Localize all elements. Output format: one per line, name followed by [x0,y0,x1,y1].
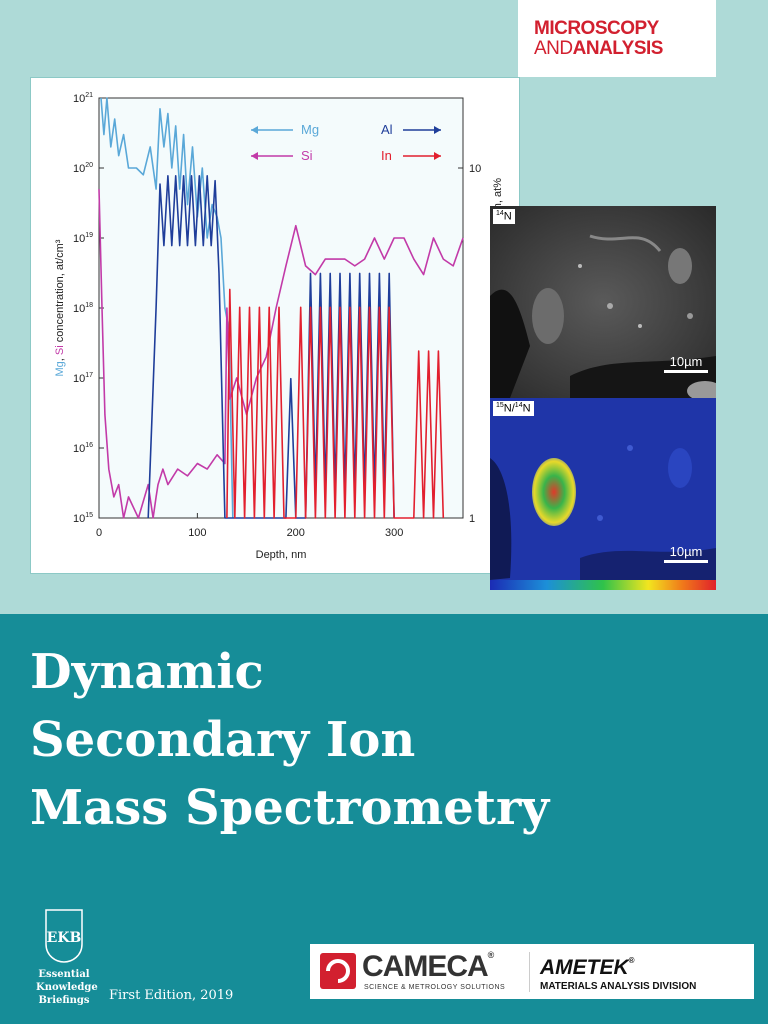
scale-bar-2: 10µm [664,544,708,563]
legend-label-si: Si [301,148,313,163]
title-line-2: Secondary Ion [30,712,416,768]
micrograph-14n-label: 14N [493,209,515,224]
depth-profile-chart: 1021 1020 1019 1018 1017 1016 1015 10 1 0 100 200 30… [30,77,520,574]
x-tick-label: 300 [385,527,403,539]
iso-number-2: 14 [514,402,523,409]
ekb-line-3: Briefings [38,995,90,1006]
x-tick-label: 100 [188,527,206,539]
y-tick-label-right: 10 [469,163,481,175]
edition-text: First Edition, 2019 [109,988,234,1003]
magazine-logo: MICROSCOPY ANDANALYSIS [518,0,716,77]
ametek-reg: ® [628,956,635,965]
legend-arrowhead [251,126,258,134]
sponsor-divider [529,952,530,992]
x-tick-label: 200 [287,527,305,539]
title-line-1: Dynamic [30,644,264,700]
scale-bar-line [664,370,708,373]
cameca-wordmark: CAMECA® [362,950,495,984]
legend-label-in: In [381,148,392,163]
element-symbol-2: N [522,402,531,415]
element-symbol-1: N/ [503,402,515,415]
series-si-line [98,189,464,519]
logo-microscopy: MICROSCOPY [534,17,659,39]
scale-text: 10µm [669,544,703,559]
x-tick-label: 0 [96,527,102,539]
title-line-3: Mass Spectrometry [30,780,550,836]
scale-bar-line [664,560,708,563]
element-symbol: N [503,210,512,223]
ametek-wordmark: AMETEK® [540,956,635,980]
ametek-division: MATERIALS ANALYSIS DIVISION [540,981,697,992]
micrograph-14n: 14N 10µm [490,206,716,398]
series-in-line [226,288,445,519]
ekb-series-logo: EKB Essential Knowledge Briefings [36,908,98,1007]
micrograph-ratio-label: 15N/14N [493,401,534,416]
logo-and-analysis: ANDANALYSIS [534,37,716,59]
cameca-name: CAMECA [362,950,489,983]
y-tick-label-left: 1021 [73,92,93,105]
legend-arrowhead [251,152,258,160]
logo-and: AND [534,37,573,59]
micrograph-ratio-image [490,398,716,590]
micrograph-14n-image [490,206,716,398]
iso-number-1: 15 [496,402,504,409]
y-tick-label-right: 1 [469,513,475,525]
cameca-reg: ® [487,950,495,960]
ekb-line-1: Essential [38,969,90,980]
y-tick-label-left: 1016 [73,442,93,455]
y-tick-label-left: 1017 [73,372,93,385]
iso-number: 14 [496,210,504,217]
legend-arrowhead [434,152,441,160]
y-tick-label-left: 1018 [73,302,93,315]
plot-area [98,97,464,519]
cameca-tagline: SCIENCE & METROLOGY SOLUTIONS [364,984,506,991]
logo-analysis: ANALYSIS [572,37,664,59]
micrograph-15n-14n: 15N/14N 10µm [490,398,716,590]
y-axis-label-left: Mg, Si concentration, at/cm³ [54,239,66,376]
y-tick-label-left: 1019 [73,232,93,245]
legend-label-al: Al [381,122,393,137]
ekb-line-2: Knowledge [36,982,98,993]
ekb-emblem-icon: EKB [45,909,83,963]
scale-text: 10µm [669,354,703,369]
ekb-mark: EKB [47,930,82,946]
scale-bar-1: 10µm [664,354,708,373]
x-axis-label: Depth, nm [256,549,307,561]
legend-arrowhead [434,126,441,134]
sponsor-banner: CAMECA® SCIENCE & METROLOGY SOLUTIONS AM… [310,944,754,999]
legend-label-mg: Mg [301,122,319,137]
cover-title: Dynamic Secondary Ion Mass Spectrometry [30,638,549,842]
y-tick-label-left: 1015 [73,512,93,525]
cameca-logo-icon [320,953,356,989]
ametek-name: AMETEK [540,956,629,979]
y-tick-label-left: 1020 [73,162,93,175]
